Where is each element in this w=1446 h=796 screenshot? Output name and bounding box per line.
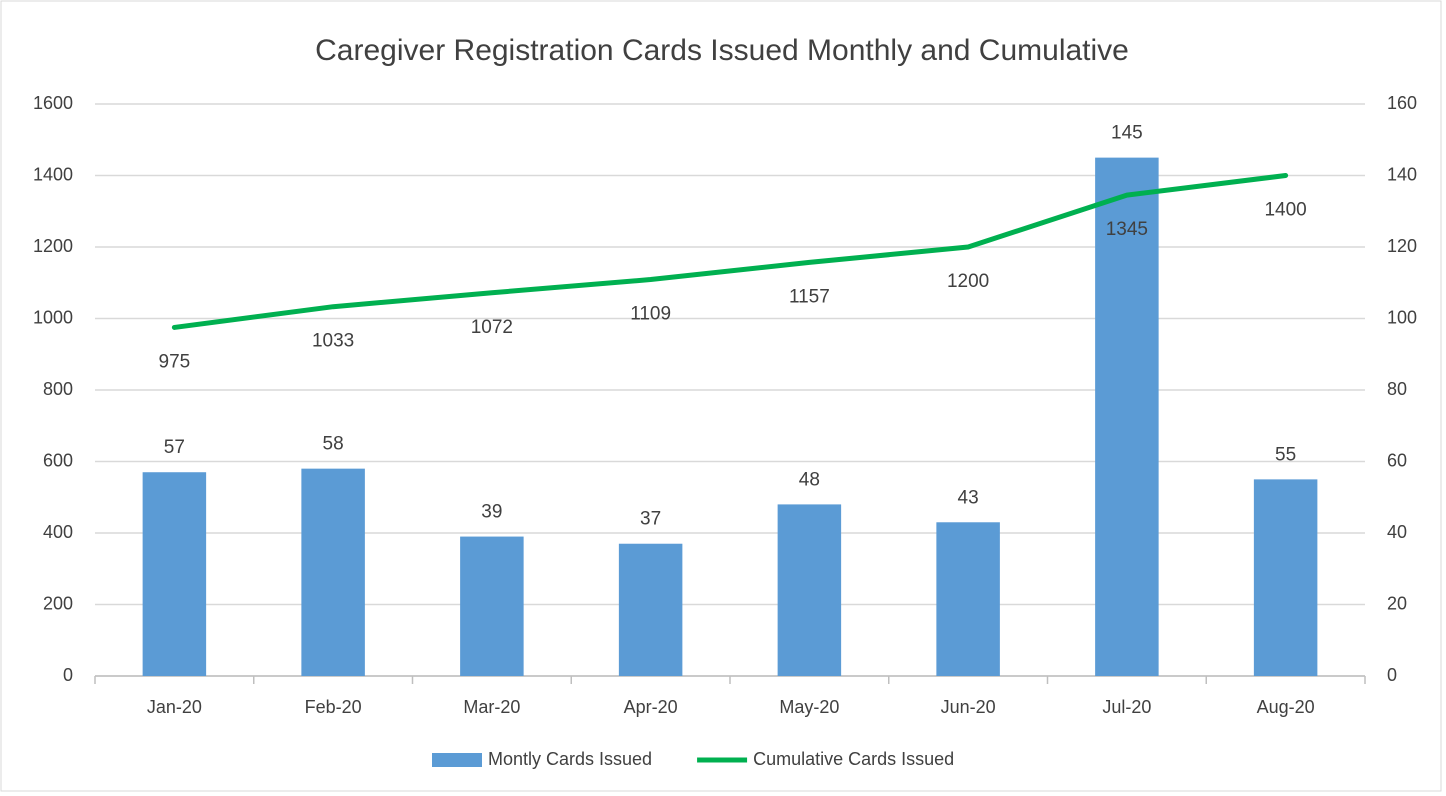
- legend-swatch: [432, 753, 482, 767]
- chart-title: Caregiver Registration Cards Issued Mont…: [315, 34, 1129, 67]
- line-label: 1109: [630, 304, 671, 325]
- bar-label: 145: [1111, 123, 1143, 144]
- x-tick-label: Jun-20: [941, 697, 996, 717]
- line-label: 1345: [1106, 219, 1148, 240]
- bar: [1095, 157, 1159, 676]
- y2-tick-label: 80: [1387, 379, 1407, 399]
- x-tick-label: Aug-20: [1257, 697, 1315, 717]
- y-tick-label: 200: [43, 593, 73, 613]
- y2-tick-label: 120: [1387, 236, 1417, 256]
- bar: [142, 472, 207, 676]
- y2-tick-label: 60: [1387, 450, 1407, 470]
- bar-label: 43: [958, 487, 979, 508]
- bar-label: 37: [640, 509, 661, 530]
- bar-label: 58: [323, 434, 344, 455]
- bar: [460, 536, 524, 676]
- line-label: 1033: [312, 331, 354, 352]
- y-tick-label: 1600: [33, 93, 73, 113]
- line-label: 1157: [789, 286, 830, 307]
- bar-label: 55: [1275, 444, 1296, 465]
- bar-label: 48: [799, 469, 820, 490]
- x-tick-label: Feb-20: [305, 697, 362, 717]
- y-tick-label: 600: [43, 450, 73, 470]
- y-tick-label: 1000: [33, 307, 73, 327]
- bar: [301, 468, 365, 676]
- y-tick-label: 1200: [33, 236, 73, 256]
- y-tick-label: 800: [43, 379, 73, 399]
- y2-tick-label: 20: [1387, 593, 1407, 613]
- line-label: 1400: [1264, 200, 1306, 221]
- bar: [1253, 479, 1318, 676]
- y2-tick-label: 160: [1387, 93, 1417, 113]
- bar-label: 39: [481, 502, 502, 523]
- bar: [936, 522, 1000, 676]
- legend-label: Montly Cards Issued: [488, 749, 652, 769]
- y2-tick-label: 0: [1387, 665, 1397, 685]
- y-tick-label: 1400: [33, 164, 73, 184]
- bar: [777, 504, 842, 676]
- legend-label: Cumulative Cards Issued: [753, 749, 954, 769]
- y-tick-label: 400: [43, 522, 73, 542]
- y2-tick-label: 140: [1387, 164, 1417, 184]
- x-tick-label: Mar-20: [463, 697, 520, 717]
- line-label: 975: [159, 351, 191, 372]
- x-tick-label: May-20: [779, 697, 839, 717]
- line-label: 1200: [947, 271, 989, 292]
- bar: [618, 543, 683, 676]
- y2-tick-label: 100: [1387, 307, 1417, 327]
- y-tick-label: 0: [63, 665, 73, 685]
- line-label: 1072: [471, 317, 513, 338]
- line: [171, 173, 1289, 330]
- x-tick-label: Jul-20: [1102, 697, 1151, 717]
- x-tick-label: Jan-20: [147, 697, 202, 717]
- y2-tick-label: 40: [1387, 522, 1407, 542]
- bar-label: 57: [164, 437, 185, 458]
- x-tick-label: Apr-20: [624, 697, 678, 717]
